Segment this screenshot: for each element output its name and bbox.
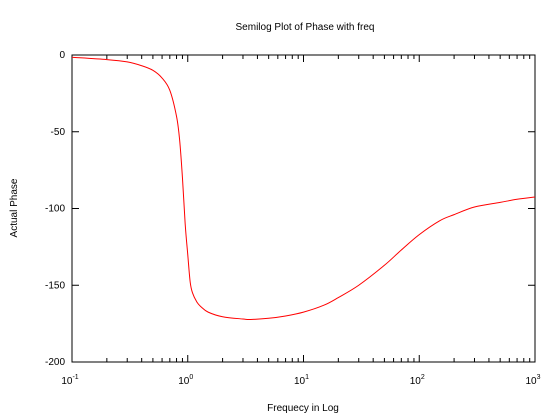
y-tick-label: 0: [59, 50, 65, 61]
plot-frame: [71, 54, 536, 363]
chart-title: Semilog Plot of Phase with freq: [236, 22, 375, 33]
x-axis-label: Frequecy in Log: [267, 403, 339, 414]
x-tick-label: 10-1: [61, 374, 78, 387]
axis-ticks: [71, 54, 536, 363]
y-tick-label: -50: [51, 127, 66, 138]
y-tick-label: -200: [45, 357, 65, 368]
x-tick-label: 101: [294, 374, 309, 387]
x-tick-label: 100: [178, 374, 193, 387]
x-tick-labels: 10-1 100 101 102 103: [61, 374, 540, 387]
y-tick-label: -100: [45, 204, 65, 215]
y-tick-labels: 0 -50 -100 -150 -200: [45, 50, 65, 368]
x-tick-label: 103: [525, 374, 540, 387]
series-line-phase: [71, 56, 536, 321]
y-tick-label: -150: [45, 280, 65, 291]
y-axis-label: Actual Phase: [9, 178, 20, 237]
x-tick-label: 102: [410, 374, 425, 387]
